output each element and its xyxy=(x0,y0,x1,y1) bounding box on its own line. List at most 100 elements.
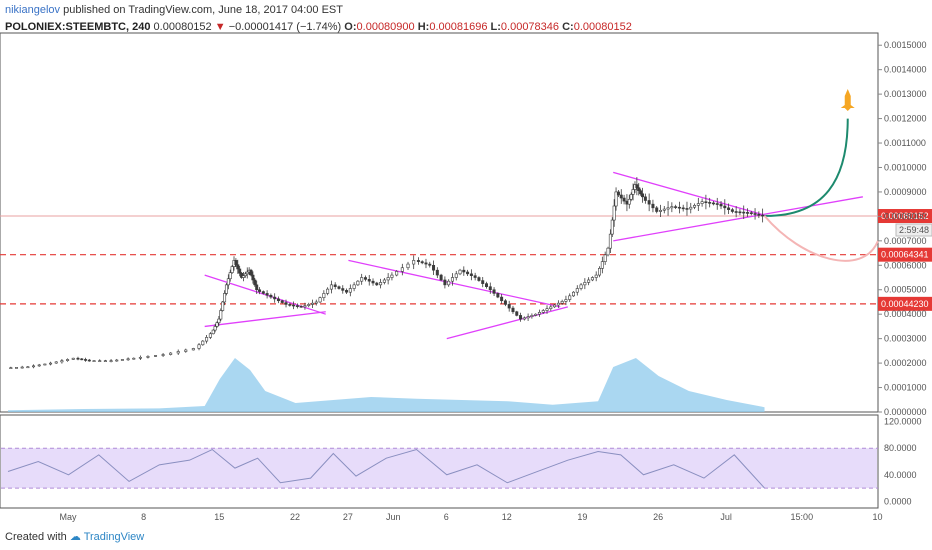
candle-body xyxy=(696,203,700,206)
pattern-trendline-upper xyxy=(204,274,326,315)
date-tick-label: 6 xyxy=(444,512,449,522)
candle-body xyxy=(629,194,633,200)
candle-body xyxy=(507,304,511,309)
candle-body xyxy=(541,310,545,313)
candle-body xyxy=(681,207,685,210)
candle-body xyxy=(109,360,113,362)
price-tick-label: 0.0009000 xyxy=(884,187,927,197)
candle-body xyxy=(424,262,428,265)
candle-body xyxy=(318,297,322,303)
candle-body xyxy=(619,194,623,199)
candle-body xyxy=(674,206,678,208)
candle-body xyxy=(600,261,604,269)
candle-body xyxy=(251,274,255,281)
footer: Created with ☁ TradingView xyxy=(5,530,144,543)
candle-body xyxy=(352,284,356,289)
candle-body xyxy=(715,203,719,205)
candle-body xyxy=(243,273,247,276)
low-value: 0.00078346 xyxy=(500,21,560,33)
candle-body xyxy=(406,263,410,269)
candle-body xyxy=(610,219,614,235)
candle-body xyxy=(288,304,292,306)
date-tick-label: Jul xyxy=(720,512,732,522)
candle-body xyxy=(284,302,288,305)
candle-body xyxy=(651,203,655,209)
candle-body xyxy=(76,357,80,360)
candle-body xyxy=(32,365,36,368)
candle-body xyxy=(215,322,219,327)
candle-body xyxy=(169,352,173,355)
candle-body xyxy=(545,308,549,311)
candle-body xyxy=(447,280,451,286)
candle-body xyxy=(432,264,436,271)
date-tick-label: May xyxy=(59,512,77,522)
candle-body xyxy=(612,205,616,221)
candle-body xyxy=(219,310,223,320)
candle-body xyxy=(708,202,712,204)
candle-body xyxy=(371,280,375,284)
rsi-line xyxy=(7,448,765,489)
candle-body xyxy=(341,288,345,291)
candle-body xyxy=(98,360,102,362)
candle-body xyxy=(191,348,195,351)
date-tick-label: 8 xyxy=(141,512,146,522)
candle-body xyxy=(484,283,488,287)
candle-body xyxy=(228,272,232,280)
candle-body xyxy=(146,356,150,358)
price-chart[interactable]: 0.00064341 0.00044230 0.00080152 2:59:48 0.… xyxy=(0,0,932,530)
candle-body xyxy=(608,233,612,249)
candle-body xyxy=(240,272,244,278)
candle-body xyxy=(43,363,47,366)
candle-body xyxy=(253,279,257,286)
candle-body xyxy=(9,367,13,369)
candle-body xyxy=(537,312,541,315)
candle-body xyxy=(261,291,265,294)
candle-body xyxy=(49,362,53,365)
candle-body xyxy=(416,260,420,262)
author-link[interactable]: nikiangelov xyxy=(5,4,61,16)
current-price-badge xyxy=(878,209,932,224)
rsi-tick-label: 80.0000 xyxy=(884,443,917,453)
candle-body xyxy=(280,300,284,303)
candle-body xyxy=(92,360,96,362)
symbol-label: POLONIEX:STEEMBTC, 240 xyxy=(5,21,151,33)
candle-body xyxy=(258,289,262,292)
price-tick-label: 0.0005000 xyxy=(884,285,927,295)
tradingview-brand[interactable]: TradingView xyxy=(83,531,145,543)
last-price: 0.00080152 xyxy=(153,21,212,33)
candle-body xyxy=(579,284,583,289)
created-with-text: Created with xyxy=(5,531,67,543)
date-tick-label: 22 xyxy=(290,512,300,522)
candle-body xyxy=(230,266,234,273)
open-label: O: xyxy=(344,21,357,33)
candle-body xyxy=(329,284,333,290)
candle-body xyxy=(662,208,666,211)
candle-body xyxy=(492,289,496,294)
candle-body xyxy=(161,354,165,356)
candle-body xyxy=(356,280,360,286)
candle-body xyxy=(757,214,761,216)
candle-body xyxy=(603,254,607,262)
price-tick-label: 0.0000000 xyxy=(884,407,927,417)
candle-body xyxy=(503,300,507,305)
candle-body xyxy=(568,295,572,300)
price-tick-label: 0.0004000 xyxy=(884,309,927,319)
header-line-2: POLONIEX:STEEMBTC, 240 0.00080152 ▼ −0.0… xyxy=(5,19,905,36)
candle-body xyxy=(564,299,568,302)
candle-body xyxy=(245,271,249,275)
candle-body xyxy=(71,357,75,360)
date-tick-label: Jun xyxy=(386,512,401,522)
candle-body xyxy=(307,304,311,306)
candle-body xyxy=(428,263,432,266)
candle-body xyxy=(221,301,225,311)
date-tick-label: 27 xyxy=(343,512,353,522)
candle-body xyxy=(742,211,746,214)
price-tick-label: 0.0007000 xyxy=(884,236,927,246)
candle-body xyxy=(132,357,136,360)
candle-body xyxy=(643,196,647,201)
countdown-label: 2:59:48 xyxy=(899,225,929,235)
chart-header: nikiangelov published on TradingView.com… xyxy=(5,2,905,36)
candle-body xyxy=(761,214,765,217)
candle-body xyxy=(571,291,575,297)
price-tick-label: 0.0010000 xyxy=(884,162,927,172)
